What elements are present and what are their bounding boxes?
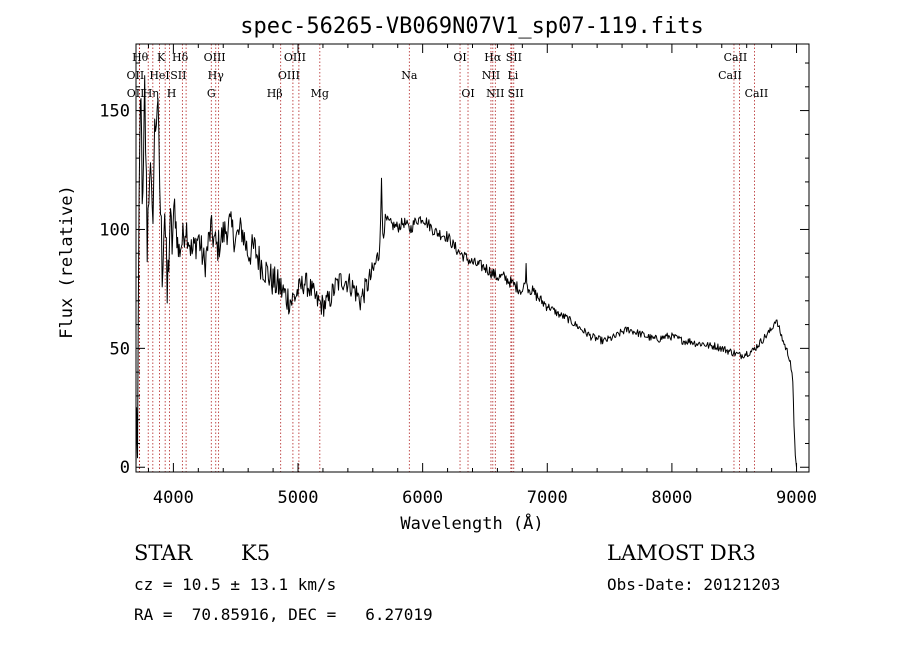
spectral-line-label: Hη (143, 87, 159, 100)
y-tick-label: 50 (110, 339, 130, 359)
spectral-line-label: Hγ (208, 69, 225, 82)
y-tick-label: 100 (99, 220, 130, 240)
flux-series-line (135, 75, 797, 468)
spectral-line-label: Hβ (267, 87, 283, 100)
coordinates: RA = 70.85916, DEC = 6.27019 (134, 605, 433, 624)
emission-lines-group (138, 44, 755, 472)
spectral-line-label: G (207, 87, 216, 100)
spectral-line-label: K (157, 51, 166, 64)
spectral-line-label: OI (453, 51, 466, 64)
survey-name: LAMOST DR3 (607, 541, 756, 565)
y-tick-label: 150 (99, 102, 130, 122)
spectral-line-label: Hα (484, 51, 502, 64)
x-tick-label: 7000 (527, 488, 568, 508)
x-tick-label: 4000 (153, 488, 194, 508)
chart-title: spec-56265-VB069N07V1_sp07-119.fits (240, 14, 704, 39)
y-tick-label: 0 (120, 458, 130, 478)
x-tick-label: 5000 (278, 488, 319, 508)
spectral-line-label: NII (486, 87, 504, 100)
spectral-line-label: OIII (284, 51, 306, 64)
spectral-line-label: Mg (311, 87, 329, 100)
spectral-line-label: Hθ (132, 51, 149, 64)
spectral-line-label: OIII (204, 51, 226, 64)
x-axis-ticks: 4000 5000 6000 7000 8000 9000 (147, 44, 817, 508)
spectral-line-label: HeI (149, 69, 169, 82)
spectral-line-label: Na (401, 69, 418, 82)
spectral-line-label: Li (507, 69, 518, 82)
spectral-line-label: NII (482, 69, 500, 82)
x-axis-label: Wavelength (Å) (400, 512, 543, 534)
spectral-line-label: OII (127, 69, 145, 82)
y-axis-label: Flux (relative) (57, 185, 77, 339)
spectral-line-label: SII (506, 51, 522, 64)
redshift-readout: cz = 10.5 ± 13.1 km/s (134, 575, 336, 594)
spectral-line-label: OIII (278, 69, 300, 82)
spectral-line-label: CaII (724, 51, 748, 64)
obs-date: Obs-Date: 20121203 (607, 575, 780, 594)
spectral-line-label: OI (461, 87, 474, 100)
spectral-line-label: Hδ (172, 51, 189, 64)
spectral-line-label: CaII (718, 69, 742, 82)
object-class: STAR (134, 541, 193, 565)
x-tick-label: 9000 (776, 488, 817, 508)
spectral-line-label: SII (508, 87, 524, 100)
y-axis-ticks: 0 50 100 150 (99, 62, 809, 478)
x-tick-label: 6000 (402, 488, 443, 508)
x-tick-label: 8000 (651, 488, 692, 508)
spectral-line-label: H (167, 87, 177, 100)
spectral-line-label: CaII (745, 87, 769, 100)
object-subclass: K5 (241, 541, 270, 565)
spectral-line-label: SII (170, 69, 186, 82)
plot-frame (135, 43, 810, 473)
